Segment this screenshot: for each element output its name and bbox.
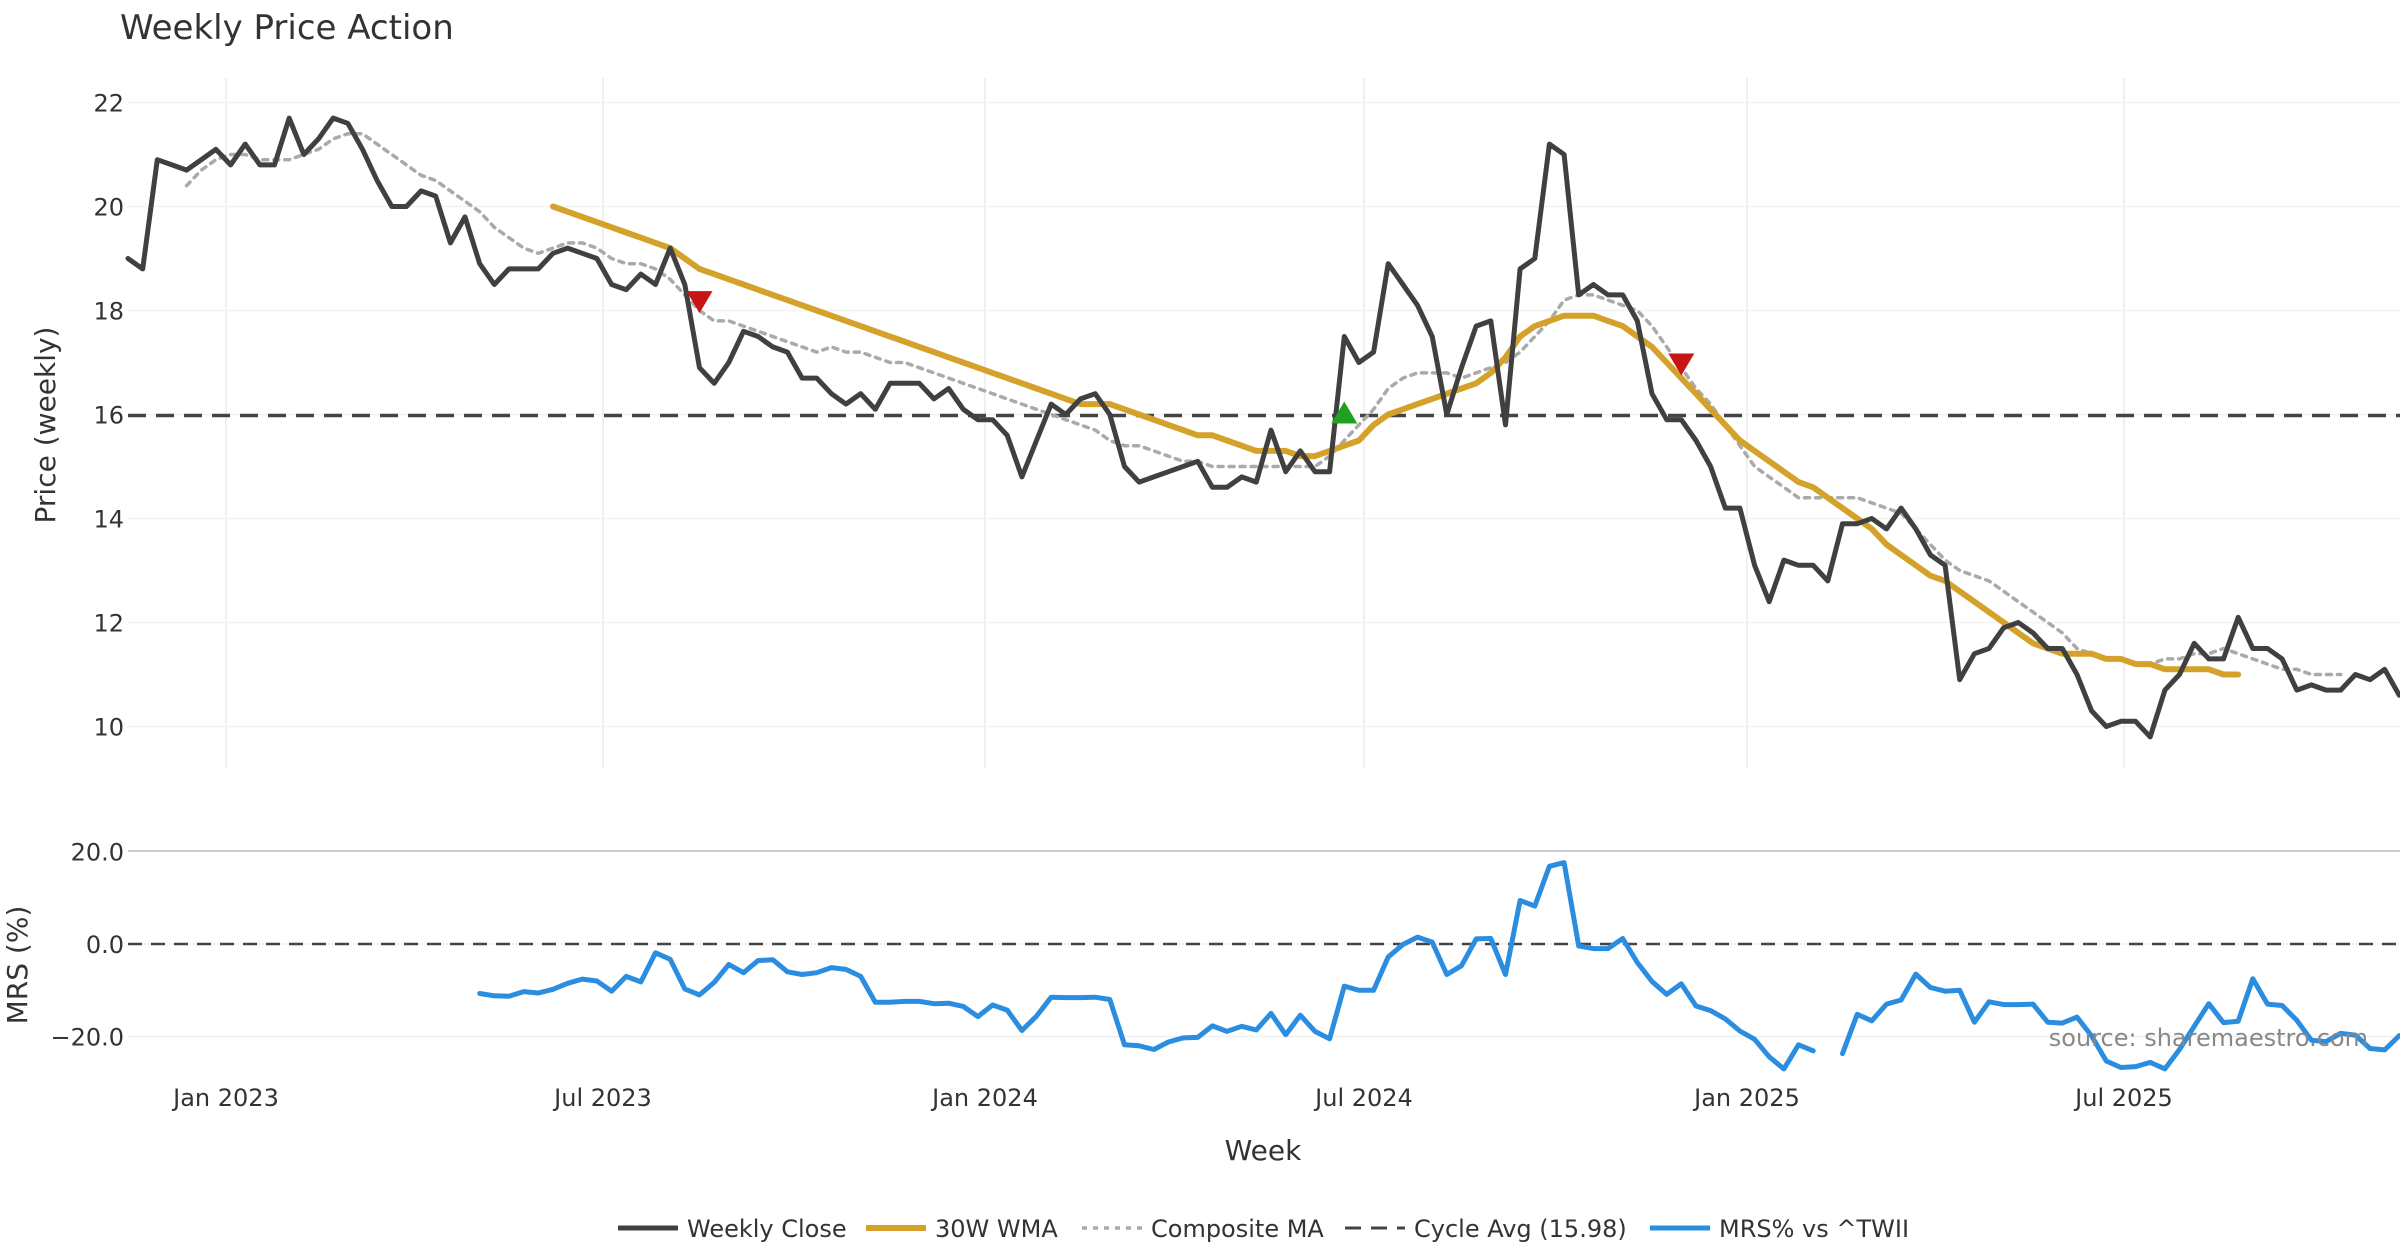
legend-label: MRS% vs ^TWII bbox=[1719, 1215, 1909, 1243]
legend-weekly-close: Weekly Close bbox=[618, 1215, 847, 1243]
x-tick-label: Jan 2023 bbox=[171, 1084, 279, 1112]
y-tick-label: 10 bbox=[93, 714, 124, 742]
mrs-y-tick-label: 20.0 bbox=[71, 839, 124, 867]
buy-signal-marker bbox=[1331, 401, 1358, 424]
sell-signal-marker bbox=[1668, 353, 1695, 376]
weekly-close-line bbox=[125, 115, 2400, 740]
mrs-line bbox=[477, 860, 1816, 1072]
price-series-group bbox=[125, 115, 2400, 740]
legend-label: Weekly Close bbox=[687, 1215, 847, 1243]
x-axis-title: Week bbox=[1225, 1134, 1302, 1167]
legend-label: 30W WMA bbox=[935, 1215, 1058, 1243]
x-tick-label: Jan 2024 bbox=[930, 1084, 1038, 1112]
mrs-y-tick-label: −20.0 bbox=[50, 1024, 124, 1052]
y-tick-label: 20 bbox=[93, 194, 124, 222]
legend-cycle-avg: Cycle Avg (15.98) bbox=[1345, 1215, 1627, 1243]
mrs-y-ticks: −20.0 0.0 20.0 bbox=[50, 839, 124, 1052]
y-tick-label: 14 bbox=[93, 506, 124, 534]
y-tick-label: 16 bbox=[93, 402, 124, 430]
wma-30w-line bbox=[550, 203, 2242, 678]
y-tick-label: 18 bbox=[93, 298, 124, 326]
mrs-line bbox=[1840, 971, 2400, 1072]
x-tick-label: Jul 2025 bbox=[2073, 1084, 2173, 1112]
x-tick-label: Jul 2023 bbox=[552, 1084, 652, 1112]
source-label: source: sharemaestro.com bbox=[2049, 1024, 2368, 1052]
legend: Weekly Close 30W WMA Composite MA Cycle Avg… bbox=[618, 1215, 1909, 1243]
x-axis-ticks: Jan 2023 Jul 2023 Jan 2024 Jul 2024 Jan 2025… bbox=[171, 1084, 2173, 1112]
legend-label: Composite MA bbox=[1151, 1215, 1324, 1243]
signal-markers bbox=[686, 291, 1695, 424]
mrs-series-group bbox=[477, 860, 2400, 1072]
y-tick-label: 22 bbox=[93, 90, 124, 118]
legend-label: Cycle Avg (15.98) bbox=[1414, 1215, 1627, 1243]
x-tick-label: Jul 2024 bbox=[1313, 1084, 1413, 1112]
price-gridlines bbox=[128, 78, 2400, 768]
price-y-axis-title: Price (weekly) bbox=[29, 327, 62, 524]
price-y-ticks: 10 12 14 16 18 20 22 bbox=[93, 90, 124, 742]
chart-title: Weekly Price Action bbox=[120, 8, 454, 48]
legend-composite-ma: Composite MA bbox=[1082, 1215, 1324, 1243]
legend-mrs: MRS% vs ^TWII bbox=[1650, 1215, 1909, 1243]
price-panel: 10 12 14 16 18 20 22 Price (weekly) bbox=[29, 78, 2400, 768]
legend-wma-30w: 30W WMA bbox=[866, 1215, 1058, 1243]
mrs-panel: −20.0 0.0 20.0 MRS (%) source: sharemaestr… bbox=[1, 839, 2400, 1072]
sell-signal-marker bbox=[686, 291, 713, 314]
mrs-y-tick-label: 0.0 bbox=[86, 931, 124, 959]
mrs-y-axis-title: MRS (%) bbox=[1, 906, 34, 1025]
x-tick-label: Jan 2025 bbox=[1692, 1084, 1800, 1112]
composite-ma-line bbox=[184, 131, 2343, 677]
y-tick-label: 12 bbox=[93, 610, 124, 638]
